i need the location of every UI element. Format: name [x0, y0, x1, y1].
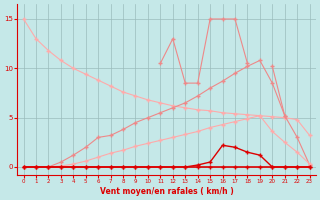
X-axis label: Vent moyen/en rafales ( km/h ): Vent moyen/en rafales ( km/h )	[100, 187, 234, 196]
